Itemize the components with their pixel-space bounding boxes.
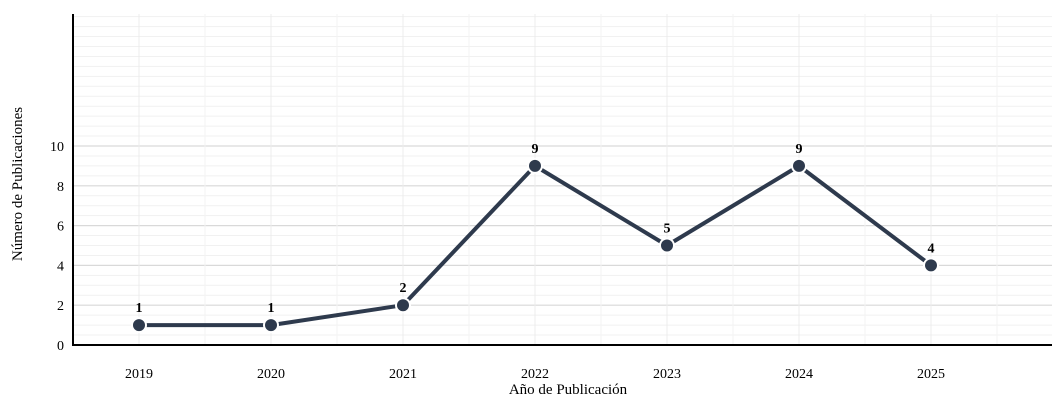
data-label: 1 [136, 301, 143, 316]
series [131, 157, 939, 334]
y-tick-label: 6 [57, 220, 64, 235]
data-point [263, 317, 279, 334]
y-axis-title: Número de Publicaciones [10, 107, 26, 261]
data-point [659, 237, 675, 254]
data-label: 1 [268, 301, 275, 316]
y-tick-label: 8 [57, 180, 64, 195]
y-tick-label: 4 [57, 259, 64, 274]
data-point [395, 297, 411, 314]
x-tick-label: 2024 [785, 367, 813, 382]
y-tick-label: 2 [57, 299, 64, 314]
data-point [527, 157, 543, 174]
x-axis-title: Año de Publicación [509, 382, 628, 397]
data-label: 9 [796, 142, 803, 157]
data-label: 4 [928, 241, 935, 256]
data-label: 2 [400, 281, 407, 296]
data-labels: 1 1 2 9 5 9 4 [136, 142, 935, 316]
y-tick-labels: 0 2 4 6 8 10 [50, 140, 64, 354]
y-tick-label: 10 [50, 140, 64, 155]
x-tick-label: 2022 [521, 367, 549, 382]
x-tick-labels: 2019 2020 2021 2022 2023 2024 2025 [125, 367, 945, 382]
axes [72, 14, 1052, 346]
x-tick-label: 2025 [917, 367, 945, 382]
grid [73, 14, 1052, 345]
data-label: 5 [664, 222, 671, 237]
data-point [791, 157, 807, 174]
y-tick-label: 0 [57, 339, 64, 354]
x-tick-label: 2020 [257, 367, 285, 382]
x-tick-label: 2023 [653, 367, 681, 382]
data-point [923, 257, 939, 274]
x-tick-label: 2021 [389, 367, 417, 382]
data-point [131, 317, 147, 334]
data-label: 9 [532, 142, 539, 157]
x-tick-label: 2019 [125, 367, 153, 382]
